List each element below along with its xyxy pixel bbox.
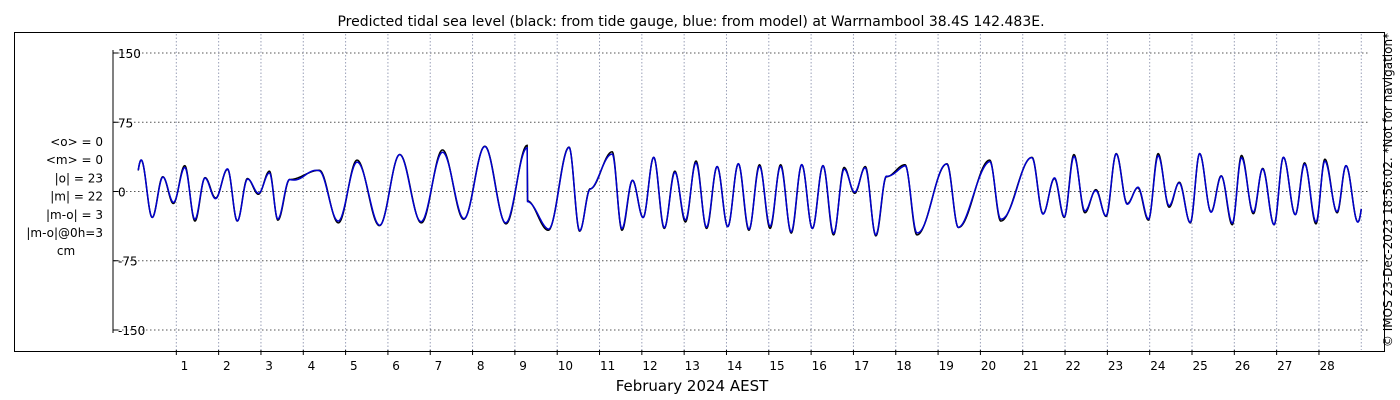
x-tick-label: 19: [939, 359, 954, 373]
y-tick-label: -75: [118, 255, 138, 269]
stats-line: <m> = 0: [46, 153, 103, 167]
x-tick-label: 4: [308, 359, 316, 373]
x-tick-label: 23: [1108, 359, 1123, 373]
y-ticks: 150 75 0 -75 -150: [113, 47, 145, 338]
stats-line: |m-o|@0h=3: [26, 226, 103, 240]
stats-line: |m-o| = 3: [46, 208, 103, 222]
x-tick-label: 5: [350, 359, 358, 373]
y-tick-label: -150: [118, 324, 145, 338]
copyright-note: © IMOS 23-Dec-2023 18:56:02. *Not for na…: [1381, 33, 1395, 347]
stats-line: <o> = 0: [50, 135, 103, 149]
x-tick-label: 15: [769, 359, 784, 373]
y-tick-label: 150: [118, 47, 141, 61]
x-ticks: 1 2 3 4 5 6 7 8 9 10 11 12 13 14 15 16 17 18 19 20 21 22 23 24 2…: [175, 350, 1335, 373]
x-tick-label: 6: [392, 359, 400, 373]
x-tick-label: 18: [896, 359, 911, 373]
x-tick-label: 8: [477, 359, 485, 373]
x-tick-label: 11: [600, 359, 615, 373]
x-tick-label: 1: [181, 359, 189, 373]
y-tick-label: 0: [118, 186, 126, 200]
x-tick-label: 14: [727, 359, 742, 373]
x-tick-label: 13: [685, 359, 700, 373]
x-tick-label: 26: [1235, 359, 1250, 373]
x-tick-label: 3: [265, 359, 273, 373]
chart-title: Predicted tidal sea level (black: from t…: [337, 14, 1044, 30]
x-tick-label: 28: [1319, 359, 1334, 373]
series-line-model: [137, 145, 1363, 236]
x-tick-label: 24: [1150, 359, 1165, 373]
y-tick-label: 75: [118, 116, 133, 130]
x-tick-label: 2: [223, 359, 231, 373]
x-tick-label: 17: [854, 359, 869, 373]
x-tick-label: 7: [435, 359, 443, 373]
x-tick-label: 9: [519, 359, 527, 373]
x-tick-label: 20: [981, 359, 996, 373]
x-tick-label: 22: [1066, 359, 1081, 373]
x-axis-label: February 2024 AEST: [616, 377, 769, 395]
stats-line: |o| = 23: [55, 171, 103, 185]
x-tick-label: 21: [1023, 359, 1038, 373]
x-tick-label: 25: [1193, 359, 1208, 373]
x-tick-label: 16: [812, 359, 827, 373]
grid-lines: [114, 34, 1370, 350]
stats-block: <o> = 0 <m> = 0 |o| = 23 |m| = 22 |m-o| = 3 |…: [26, 135, 103, 258]
stats-line: |m| = 22: [50, 190, 103, 204]
stats-line: cm: [57, 244, 75, 258]
x-tick-label: 10: [558, 359, 573, 373]
x-tick-label: 27: [1277, 359, 1292, 373]
x-tick-label: 12: [642, 359, 657, 373]
